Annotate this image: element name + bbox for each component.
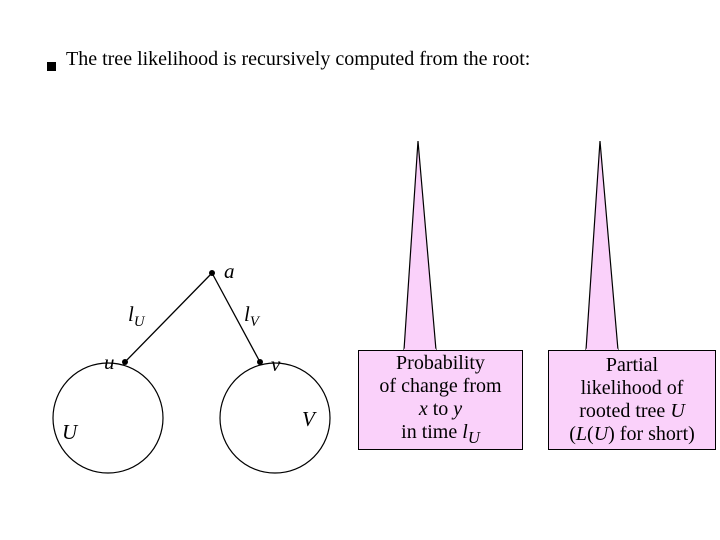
callout-partial-pointer <box>586 141 618 350</box>
bullet-line: The tree likelihood is recursively compu… <box>47 48 530 71</box>
node-v <box>257 359 263 365</box>
diagram-svg <box>0 0 720 540</box>
label-subtree-U: U <box>62 420 77 445</box>
label-lV: lV <box>244 302 259 331</box>
node-u <box>122 359 128 365</box>
label-subtree-V: V <box>302 407 315 432</box>
callout-prob-text: Probability of change from x to y in tim… <box>379 352 501 447</box>
node-a <box>209 270 215 276</box>
subtree-u-ellipse <box>53 363 163 473</box>
callout-partial-text: Partial likelihood of rooted tree U (L(U… <box>569 354 695 446</box>
bullet-square-icon <box>47 62 56 71</box>
callout-prob-pointer <box>404 141 436 350</box>
label-a: a <box>224 259 235 284</box>
label-lU: lU <box>128 302 144 331</box>
callout-partial: Partial likelihood of rooted tree U (L(U… <box>548 350 716 450</box>
bullet-text: The tree likelihood is recursively compu… <box>66 48 530 71</box>
callout-prob: Probability of change from x to y in tim… <box>358 350 523 450</box>
label-v: v <box>271 352 280 377</box>
label-u: u <box>104 350 115 375</box>
